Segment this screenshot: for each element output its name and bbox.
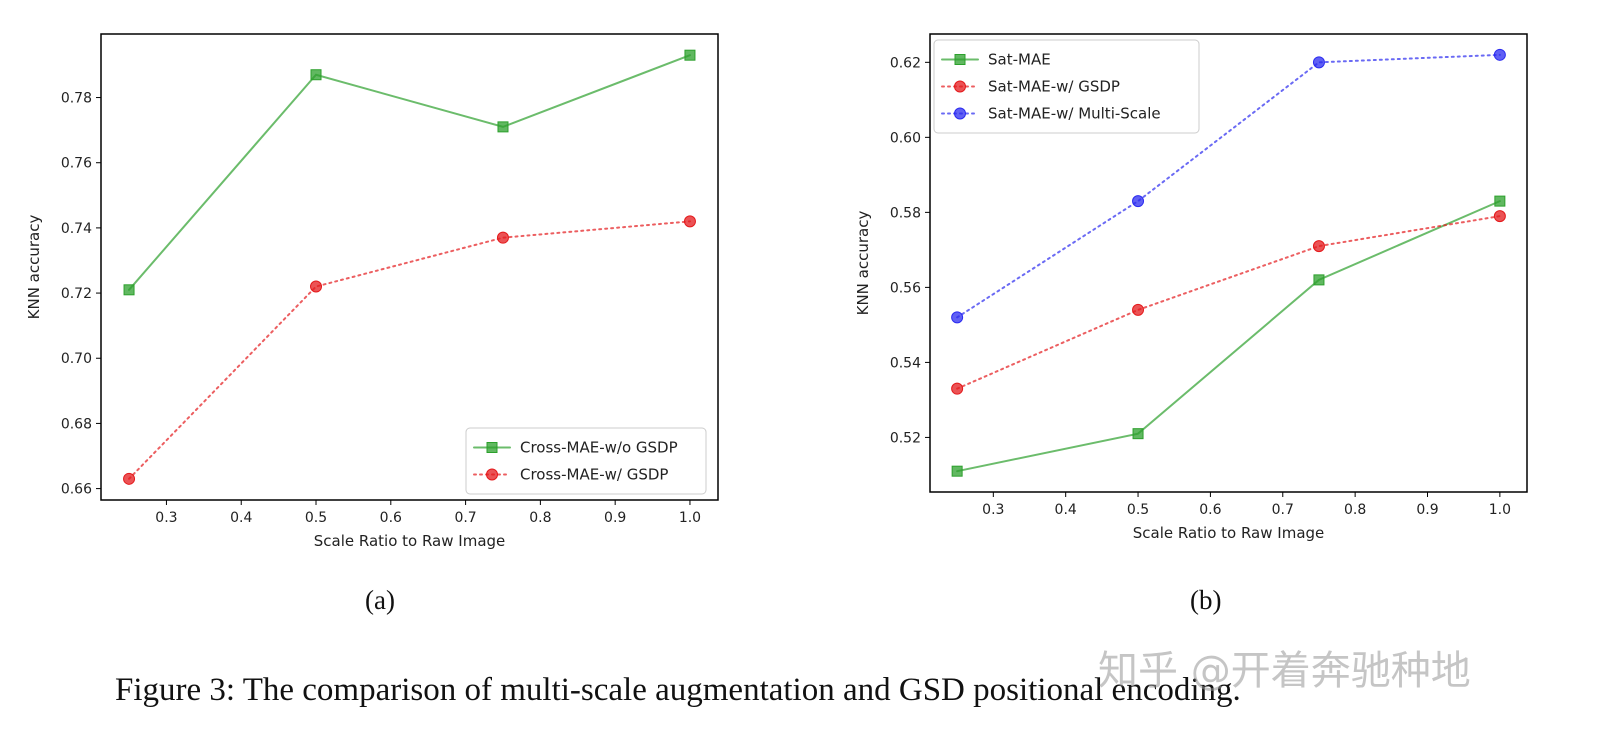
data-point (683, 215, 696, 228)
legend-marker (486, 442, 498, 453)
legend-marker (954, 107, 966, 120)
x-tick-label: 0.6 (1199, 502, 1221, 518)
data-point (123, 284, 135, 296)
data-point (1493, 210, 1506, 223)
subfigure-b-label: (b) (1190, 585, 1222, 615)
plot-frame (929, 33, 1528, 493)
x-axis-label: Scale Ratio to Raw Image (314, 532, 506, 550)
x-tick-label: 1.0 (1489, 502, 1511, 518)
legend-label: Sat-MAE-w/ Multi-Scale (988, 105, 1161, 123)
y-axis-label: KNN accuracy (25, 215, 43, 320)
legend: Sat-MAE Sat-MAE-w/ GSDP Sat-MAE-w/ Multi-S… (933, 39, 1200, 134)
y-tick-label: 0.66 (61, 482, 92, 498)
legend-marker (486, 468, 498, 481)
data-point (951, 382, 964, 395)
x-tick-label: 0.3 (982, 502, 1004, 518)
legend: Cross-MAE-w/o GSDP Cross-MAE-w/ GSDP (465, 427, 707, 495)
data-point (1312, 240, 1325, 253)
figure-caption: Figure 3: The comparison of multi-scale … (115, 672, 1241, 708)
x-tick-label: 0.4 (1055, 502, 1077, 518)
legend-marker (954, 54, 966, 65)
y-tick-label: 0.76 (61, 156, 92, 172)
x-tick-label: 0.9 (1416, 502, 1438, 518)
y-axis-label: KNN accuracy (854, 211, 872, 316)
x-axis-label: Scale Ratio to Raw Image (1133, 524, 1325, 542)
legend-marker (954, 80, 966, 93)
legend-box (933, 39, 1200, 134)
x-tick-label: 0.8 (1344, 502, 1366, 518)
y-tick-label: 0.72 (61, 286, 92, 302)
data-point (310, 280, 323, 293)
x-tick-label: 0.5 (1127, 502, 1149, 518)
data-point (497, 121, 509, 133)
y-tick-label: 0.54 (890, 355, 921, 371)
x-tick-label: 0.7 (1272, 502, 1294, 518)
data-point (1132, 303, 1145, 316)
series-sat-mae-w-multi-scale (951, 48, 1506, 324)
legend-label: Sat-MAE (988, 51, 1051, 69)
series-line (956, 215, 1501, 390)
data-point (1313, 274, 1325, 286)
x-tick-label: 0.9 (604, 510, 626, 526)
legend-item: Cross-MAE-w/o GSDP (473, 439, 678, 457)
x-tick-label: 0.6 (380, 510, 402, 526)
legend-item: Cross-MAE-w/ GSDP (473, 466, 668, 484)
data-point (951, 465, 963, 477)
series-cross-mae-w-gsdp (123, 215, 696, 485)
data-point (123, 472, 136, 485)
x-tick-label: 0.7 (454, 510, 476, 526)
data-point (310, 69, 322, 81)
x-tick-label: 0.4 (230, 510, 252, 526)
data-point (684, 49, 696, 61)
legend-label: Cross-MAE-w/o GSDP (520, 439, 678, 457)
x-tick-label: 1.0 (679, 510, 701, 526)
legend-item: Sat-MAE (941, 51, 1051, 69)
chart-b: 0.3 0.4 0.5 0.6 0.7 0.8 0.9 1.0 0.52 0.54 0.56 0.58… (854, 33, 1528, 542)
y-tick-label: 0.62 (890, 55, 921, 71)
series-line (956, 200, 1501, 473)
legend-box (465, 427, 707, 495)
y-tick-label: 0.60 (890, 130, 921, 146)
x-tick-label: 0.5 (305, 510, 327, 526)
data-point (1312, 56, 1325, 69)
series-sat-mae-w-gsdp (951, 210, 1506, 395)
x-tick-label: 0.3 (155, 510, 177, 526)
y-tick-label: 0.74 (61, 221, 92, 237)
data-point (1493, 48, 1506, 61)
legend-label: Cross-MAE-w/ GSDP (520, 466, 668, 484)
subfigure-a-label: (a) (365, 585, 395, 615)
y-tick-label: 0.78 (61, 91, 92, 107)
data-point (1494, 195, 1506, 207)
series-sat-mae (951, 195, 1506, 477)
series-line (956, 53, 1501, 319)
series-line (128, 220, 691, 480)
watermark: 知乎 @开着奔驰种地 (1098, 648, 1471, 694)
legend-item: Sat-MAE-w/ Multi-Scale (941, 105, 1161, 123)
y-tick-label: 0.56 (890, 280, 921, 296)
legend-item: Sat-MAE-w/ GSDP (941, 78, 1120, 96)
data-point (1132, 195, 1145, 208)
legend-label: Sat-MAE-w/ GSDP (988, 78, 1120, 96)
y-tick-label: 0.52 (890, 430, 921, 446)
chart-a: 0.3 0.4 0.5 0.6 0.7 0.8 0.9 1.0 0.66 0.68 0.70 0.72… (25, 33, 719, 550)
data-point (496, 231, 509, 244)
y-tick-label: 0.68 (61, 416, 92, 432)
x-tick-label: 0.8 (529, 510, 551, 526)
data-point (951, 311, 964, 324)
y-tick-label: 0.58 (890, 205, 921, 221)
series-line (128, 54, 691, 291)
series-cross-mae-w-o-gsdp (123, 49, 696, 296)
data-point (1132, 428, 1144, 440)
plot-frame (100, 33, 719, 501)
y-tick-label: 0.70 (61, 351, 92, 367)
